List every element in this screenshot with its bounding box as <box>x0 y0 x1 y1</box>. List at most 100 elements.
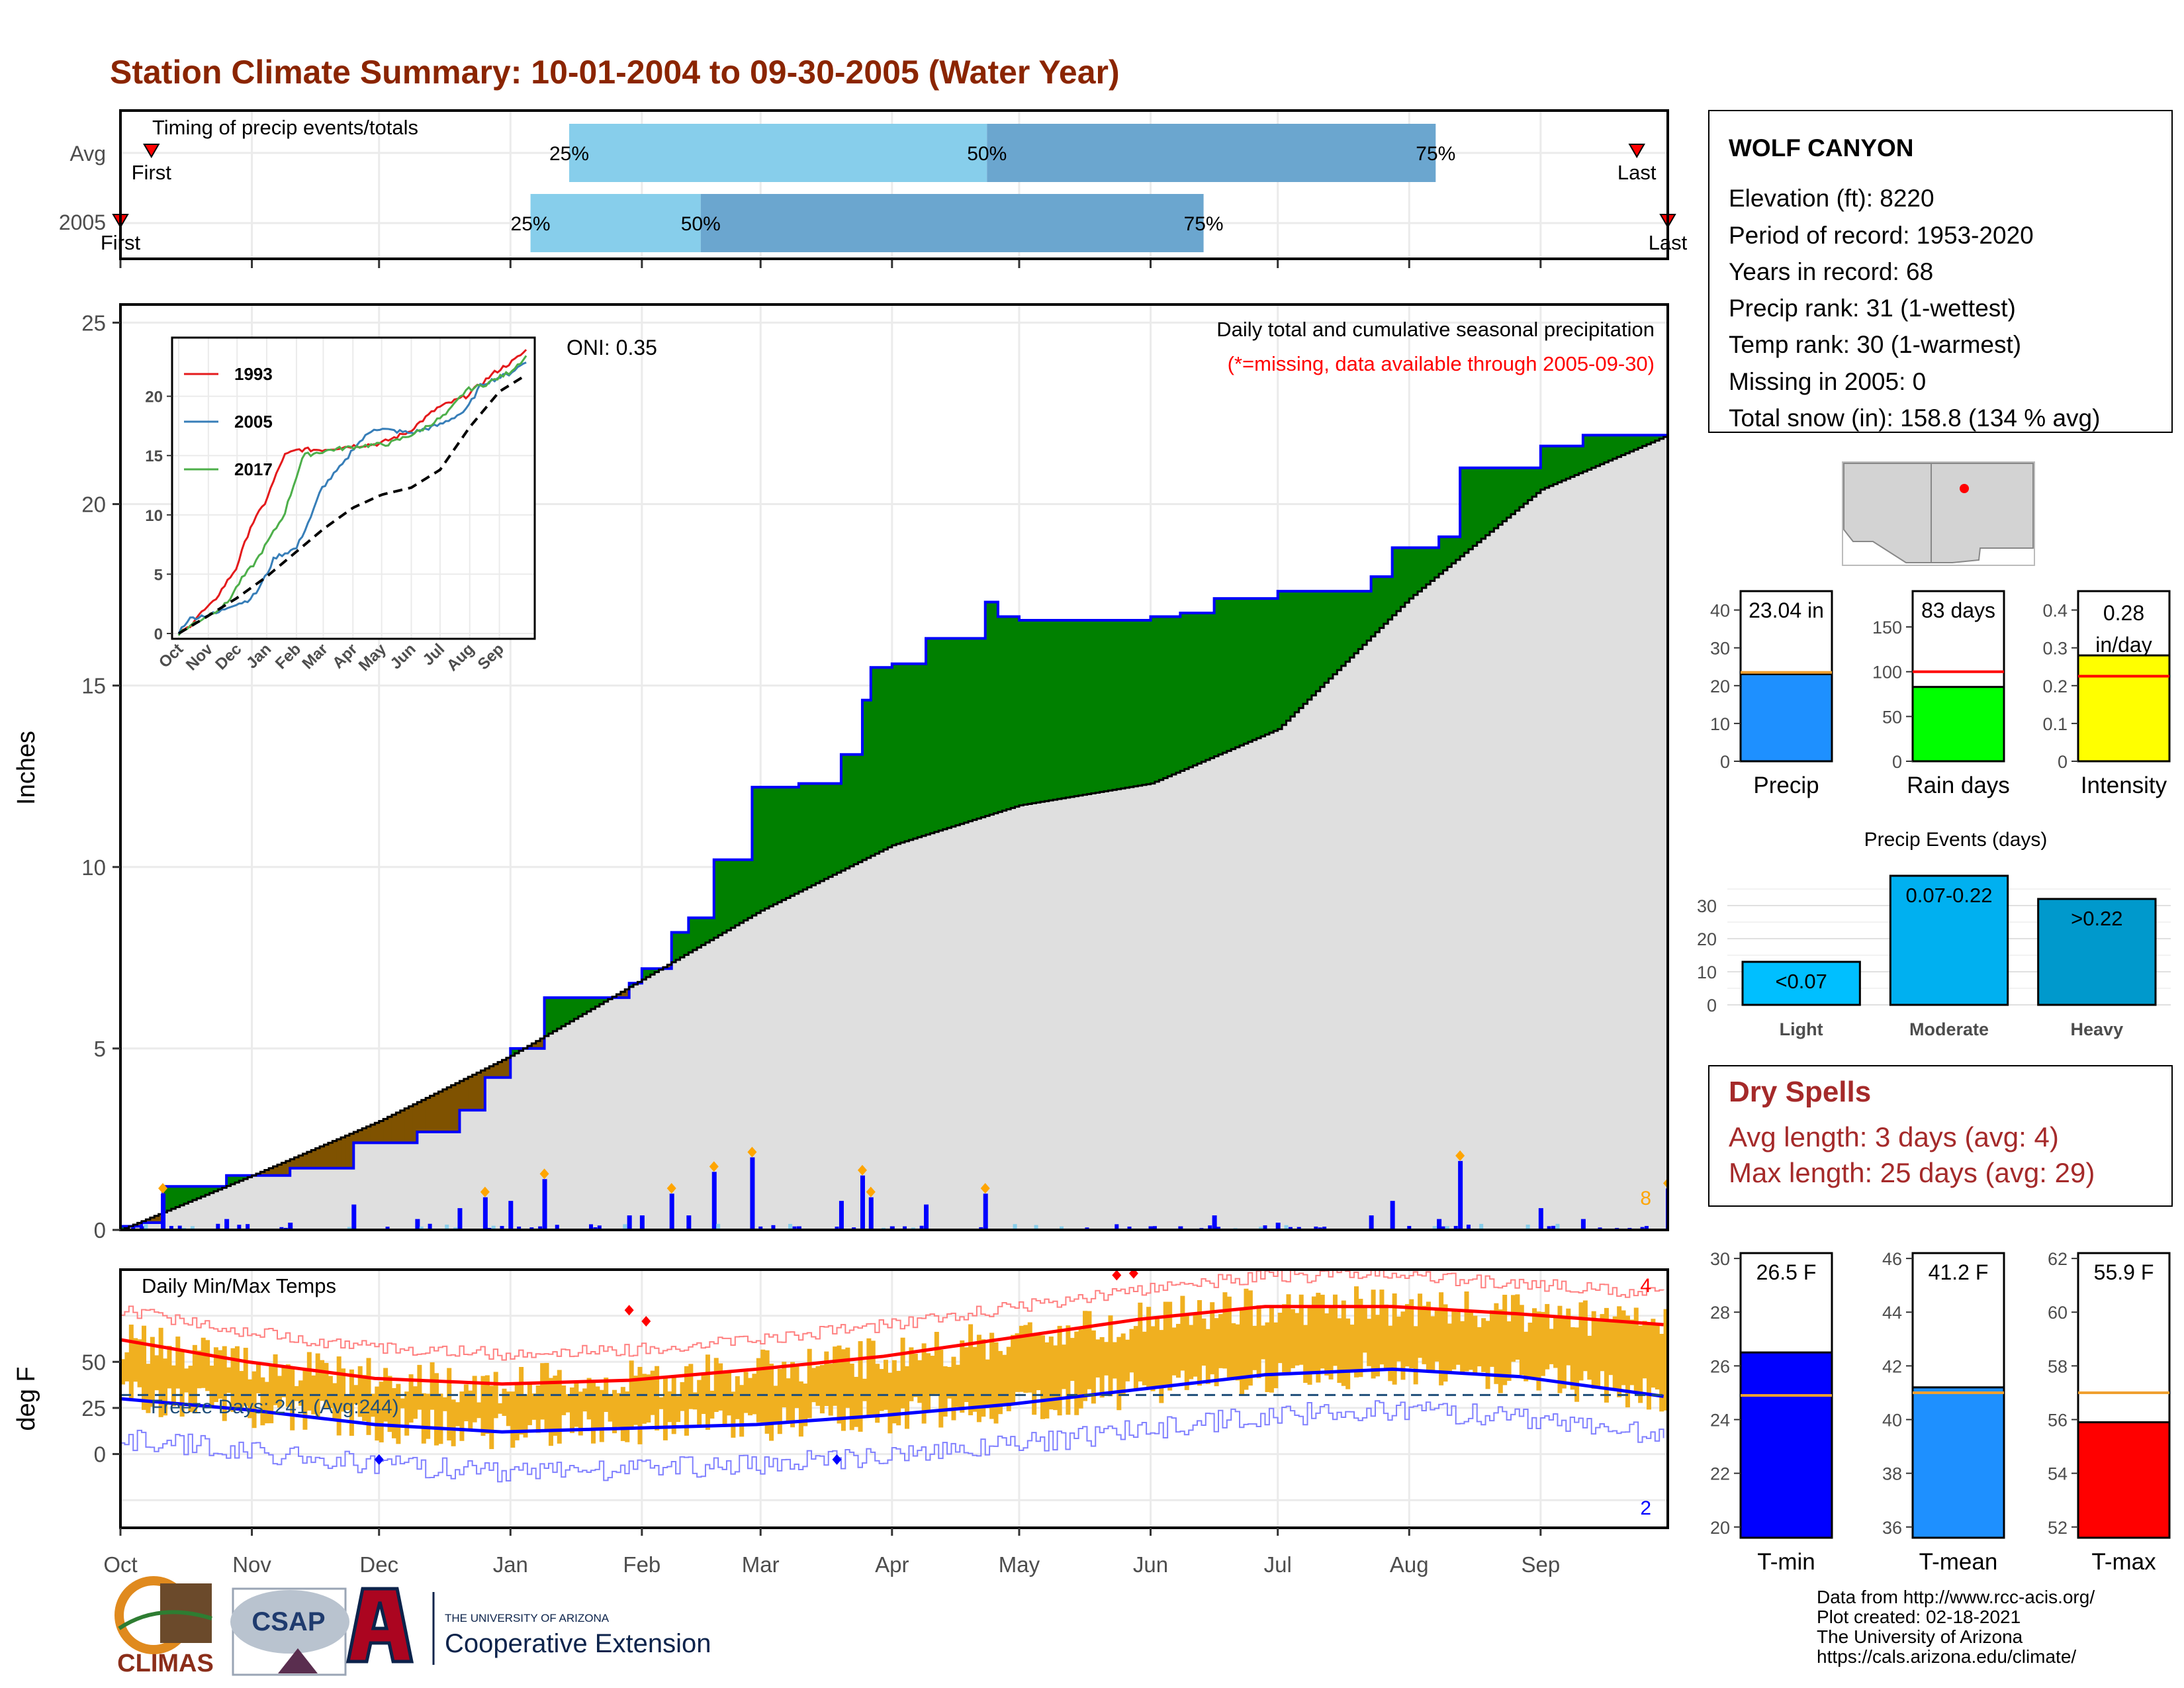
inset-frame <box>171 336 536 640</box>
above-average-band <box>709 917 715 941</box>
summary-y-tick-label: 30 <box>1710 1249 1730 1269</box>
summary-y-tick-label: 62 <box>2048 1249 2068 1269</box>
daily-temp-range-bar <box>794 1366 799 1408</box>
timing-pct-label: 25% <box>511 213 551 235</box>
below-average-band <box>430 1096 435 1132</box>
month-tick-label: May <box>999 1552 1040 1577</box>
daily-temp-range-bar <box>1455 1311 1461 1365</box>
station-info-line: Elevation (ft): 8220 <box>1729 185 1934 212</box>
daily-precip-bar <box>347 1227 351 1230</box>
daily-precip-bar <box>1640 1227 1645 1230</box>
heavy-event-marker <box>158 1183 168 1194</box>
above-average-band <box>586 998 592 1011</box>
daily-temp-range-bar <box>1244 1288 1249 1390</box>
summary-y-tick-label: 40 <box>1882 1411 1902 1430</box>
daily-temp-range-bar <box>1316 1292 1321 1383</box>
above-average-band <box>701 917 706 945</box>
above-average-band <box>1604 435 1609 463</box>
daily-temp-range-bar <box>1655 1323 1660 1390</box>
above-average-band <box>680 932 685 958</box>
daily-temp-range-bar <box>230 1348 236 1412</box>
summary-y-tick-label: 0.4 <box>2042 601 2068 621</box>
above-average-band <box>1358 591 1363 649</box>
daily-temp-range-bar <box>1663 1309 1668 1411</box>
daily-temp-range-bar <box>163 1358 168 1416</box>
daily-temp-range-bar <box>1536 1311 1541 1391</box>
daily-temp-range-bar <box>833 1346 838 1406</box>
daily-temp-range-bar <box>769 1364 774 1441</box>
above-average-band <box>1608 435 1614 461</box>
daily-temp-range-bar <box>1566 1308 1571 1366</box>
daily-precip-bar <box>1644 1226 1649 1230</box>
precip-event-bar <box>2037 898 2157 1006</box>
daily-temp-range-bar <box>1349 1325 1355 1372</box>
above-average-band <box>989 602 995 815</box>
daily-temp-range-bar <box>1651 1319 1656 1388</box>
above-average-band <box>1066 620 1071 798</box>
daily-temp-range-bar <box>1337 1318 1342 1383</box>
daily-temp-range-bar <box>226 1367 232 1393</box>
above-average-band <box>1413 547 1418 595</box>
daily-temp-range-bar <box>917 1360 923 1403</box>
dry-spells-frame <box>1708 1065 2173 1207</box>
daily-temp-range-bar <box>1298 1294 1304 1365</box>
daily-temp-range-bar <box>1621 1310 1626 1385</box>
above-average-band <box>815 783 821 884</box>
summary-value-bar <box>2077 1421 2171 1539</box>
above-average-band <box>833 783 838 875</box>
daily-temp-range-bar <box>1231 1323 1236 1379</box>
summary-y-tick-label: 26 <box>1710 1356 1730 1376</box>
above-average-band <box>1057 620 1062 800</box>
above-average-band <box>1642 435 1647 446</box>
above-average-band <box>1146 620 1152 784</box>
inset-legend-label: 2017 <box>234 459 273 479</box>
above-average-band <box>1244 598 1249 744</box>
daily-temp-range-bar <box>523 1394 528 1438</box>
below-average-band <box>294 1157 299 1168</box>
daily-temp-range-bar <box>434 1373 439 1446</box>
new-mexico-shape <box>1931 463 2034 563</box>
daily-temp-range-bar <box>1277 1313 1283 1364</box>
inset-series-line <box>177 373 527 635</box>
climas-wave-icon <box>118 1610 212 1630</box>
record-max-line <box>120 1270 1664 1361</box>
daily-temp-range-bar <box>709 1390 715 1419</box>
above-average-band <box>1252 598 1257 740</box>
daily-temp-range-bar <box>535 1385 541 1433</box>
daily-temp-range-bar <box>273 1354 278 1405</box>
daily-temp-range-bar <box>124 1352 130 1382</box>
daily-temp-range-bar <box>179 1351 185 1417</box>
above-average-band <box>692 917 698 951</box>
above-average-band <box>1532 467 1537 497</box>
daily-temp-range-bar <box>1604 1307 1609 1403</box>
daily-temp-range-bar <box>650 1370 655 1415</box>
daily-precip-bar <box>517 1226 522 1230</box>
above-average-band <box>1600 435 1605 465</box>
station-name: WOLF CANYON <box>1729 134 1914 162</box>
above-average-band <box>1150 616 1156 784</box>
dry-spells-box: Dry Spells Avg length: 3 days (avg: 4) M… <box>1708 1065 2173 1207</box>
summary-y-tick-label: 54 <box>2048 1464 2068 1484</box>
summary-y-tick-label: 20 <box>1710 677 1730 696</box>
record-high-marker <box>641 1316 651 1327</box>
below-average-band <box>332 1141 338 1168</box>
daily-temp-range-bar <box>1032 1333 1037 1415</box>
daily-temp-range-bar <box>142 1325 147 1410</box>
above-average-band <box>1129 620 1134 787</box>
above-average-band <box>1629 435 1635 452</box>
daily-temp-range-bar <box>218 1350 223 1399</box>
first-event-label: First <box>132 161 172 184</box>
daily-precip-bar <box>669 1194 674 1230</box>
daily-temp-range-bar <box>234 1346 240 1409</box>
daily-temp-range-bar <box>1379 1289 1385 1365</box>
above-average-band <box>1379 577 1385 628</box>
above-average-band <box>748 859 753 918</box>
daily-temp-range-bar <box>1002 1354 1007 1405</box>
below-average-band <box>498 1062 503 1078</box>
daily-precip-bar <box>1259 1227 1263 1230</box>
above-average-band <box>1468 467 1473 549</box>
daily-temp-range-bar <box>1367 1319 1372 1366</box>
summary-category-label: Precip <box>1753 773 1819 798</box>
inset-y-tick-label: 10 <box>145 507 163 525</box>
above-average-band <box>1502 467 1508 522</box>
